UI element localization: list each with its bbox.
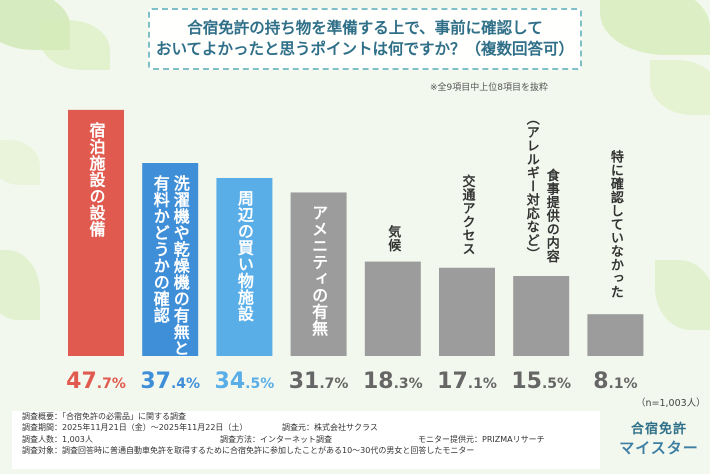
brand-logo-line2: マイスター	[619, 439, 699, 457]
bar	[216, 177, 273, 356]
bar-value-label: 34.5%	[215, 369, 275, 394]
bar-value-label: 31.7%	[289, 369, 349, 394]
subset-note: ※全9項目中上位8項目を抜粋	[430, 83, 548, 93]
survey-monitor: モニター提供元：PRIZMAリサーチ	[418, 434, 545, 444]
bar-value-label: 47.7%	[66, 369, 126, 394]
bar-category-label: 交通アクセス	[460, 174, 476, 256]
bar	[364, 261, 421, 356]
bar	[142, 163, 199, 356]
survey-count: 調査人数：1,003人	[22, 434, 93, 444]
bar-category-label: 気候	[385, 225, 401, 254]
survey-target: 調査対象：調査回答時に普通自動車免許を取得するために合宿免許に参加したことがある…	[22, 445, 475, 455]
bar-value-label: 18.3%	[363, 369, 423, 394]
sample-size-label: （n=1,003人）	[636, 398, 706, 409]
bar-category-label: 宿泊施設の設備	[87, 121, 106, 238]
bar	[439, 267, 495, 356]
chart-title: 合宿免許の持ち物を準備する上で、事前に確認して おいてよかったと思うポイントは何…	[148, 8, 582, 70]
bar-category-label: 特に確認していなかった	[608, 149, 624, 298]
brand-logo-line1: 合宿免許	[630, 422, 687, 437]
bar-category-label: 有料かどうかの確認	[151, 174, 170, 324]
bar-value-label: 17.1%	[437, 369, 497, 394]
survey-overview: 調査概要：「合宿免許の必需品」に関する調査 調査期間：2025年11月21日（金…	[12, 411, 600, 469]
survey-period: 調査期間：2025年11月21日（金）〜2025年11月22日（土）	[22, 423, 248, 433]
chart-title-line2: おいてよかったと思うポイントは何ですか？（複数回答可）	[155, 40, 575, 58]
bar-category-label: アメニティの有無	[309, 204, 328, 337]
bar	[290, 192, 347, 356]
bar-category-label: 周辺の買い物施設	[235, 190, 254, 323]
chart-title-line1: 合宿免許の持ち物を準備する上で、事前に確認して	[187, 19, 543, 38]
bar-value-label: 37.4%	[140, 369, 200, 394]
survey-org: 調査元：株式会社サクラス	[282, 423, 378, 433]
bar	[68, 109, 124, 356]
bar-value-label: 15.5%	[511, 369, 571, 394]
bar-value-label: 8.1%	[593, 369, 637, 394]
brand-logo: 合宿免許 マイスター	[613, 418, 705, 468]
survey-heading: 調査概要：「合宿免許の必需品」に関する調査	[22, 412, 186, 421]
bar-category-label: 洗濯機や乾燥機の有無と	[171, 174, 190, 356]
bar	[513, 276, 570, 356]
bar-category-label: 食事提供の内容	[544, 168, 561, 264]
bar	[587, 314, 644, 356]
survey-method: 調査方法：インターネット調査	[220, 434, 332, 444]
bar-category-label: （アレルギー対応など）	[524, 112, 541, 261]
